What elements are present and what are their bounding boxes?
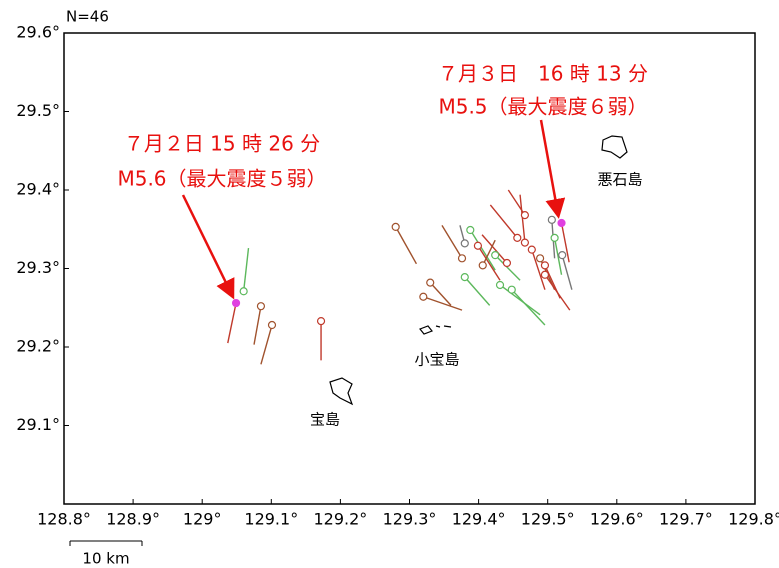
event-direction xyxy=(494,254,521,281)
event-direction xyxy=(260,324,273,365)
epicenter xyxy=(513,233,522,242)
epicenter xyxy=(316,316,326,326)
x-tick-label: 129.2° xyxy=(313,510,367,529)
epicenter xyxy=(527,245,536,254)
y-tick-label: 29.3° xyxy=(16,258,60,277)
event-direction xyxy=(253,306,262,345)
epicenter xyxy=(520,211,529,220)
epicenter xyxy=(419,292,428,301)
scale-bar xyxy=(69,540,143,546)
event-direction xyxy=(511,289,546,326)
epicenter xyxy=(491,251,500,260)
epicenter xyxy=(550,233,559,242)
event-direction xyxy=(519,194,526,243)
event-direction xyxy=(507,189,526,216)
island-outline xyxy=(329,377,354,406)
x-tick-label: 128.9° xyxy=(106,510,160,529)
island-label: 悪石島 xyxy=(597,171,642,189)
event-direction xyxy=(482,239,496,266)
y-tick-label: 29.2° xyxy=(16,337,60,356)
epicenter xyxy=(547,215,556,224)
event-direction xyxy=(489,204,518,239)
plot-frame xyxy=(63,32,756,505)
y-tick-label: 29.1° xyxy=(16,415,60,434)
event-direction xyxy=(441,224,463,259)
arrow xyxy=(539,119,566,219)
island-outline xyxy=(601,135,628,159)
x-tick-label: 129° xyxy=(183,510,222,529)
epicenter xyxy=(473,241,483,250)
event-direction xyxy=(464,276,491,306)
epicenter xyxy=(495,280,505,290)
annotation: ７月３日 16 時 13 分 xyxy=(438,62,648,86)
y-tick-label: 29.6° xyxy=(16,23,60,42)
event-direction xyxy=(531,249,546,290)
epicenter xyxy=(540,270,550,279)
epicenter xyxy=(267,320,277,330)
epicenter xyxy=(502,258,512,268)
x-tick-label: 129.4° xyxy=(452,510,506,529)
event-direction xyxy=(561,254,573,290)
event-direction xyxy=(481,234,508,264)
y-tick-label: 29.4° xyxy=(16,180,60,199)
x-tick-label: 129.1° xyxy=(244,510,298,529)
x-tick-label: 129.6° xyxy=(590,510,644,529)
event-direction xyxy=(469,229,496,271)
event-direction xyxy=(227,302,237,344)
event-direction xyxy=(560,222,570,263)
annotation: ７月２日 15 時 26 分 xyxy=(124,132,320,156)
event-direction xyxy=(242,248,250,292)
epicenter xyxy=(460,273,469,282)
x-tick-label: 129.5° xyxy=(521,510,575,529)
annotation: M5.6（最大震度５弱） xyxy=(117,167,326,191)
x-tick-label: 129.7° xyxy=(659,510,713,529)
epicenter xyxy=(457,254,467,263)
epicenter xyxy=(520,238,529,247)
epicenter xyxy=(391,222,400,231)
epicenter xyxy=(466,225,475,235)
island-label: 小宝島 xyxy=(414,351,459,369)
event-direction xyxy=(544,274,571,311)
epicenter xyxy=(231,298,241,308)
event-direction xyxy=(395,226,418,265)
count-label: N=46 xyxy=(66,8,109,26)
epicenter xyxy=(460,239,469,248)
epicenter xyxy=(507,285,516,294)
epicenter xyxy=(557,218,566,228)
event-direction xyxy=(423,296,463,311)
event-direction xyxy=(553,237,563,275)
island-label: 宝島 xyxy=(310,411,340,429)
event-direction xyxy=(477,245,501,281)
epicenter xyxy=(426,278,435,287)
scale-label: 10 km xyxy=(82,550,129,568)
event-direction xyxy=(429,282,452,306)
annotation: M5.5（最大震度６弱） xyxy=(438,95,647,119)
epicenter xyxy=(239,287,248,296)
x-tick-label: 129.8° xyxy=(728,510,779,529)
x-tick-label: 129.3° xyxy=(383,510,437,529)
x-tick-label: 128.8° xyxy=(37,510,91,529)
island-outline xyxy=(419,325,452,335)
event-direction xyxy=(499,284,541,316)
epicenter xyxy=(540,261,550,270)
y-tick-label: 29.5° xyxy=(16,101,60,120)
epicenter xyxy=(558,251,567,260)
epicenter xyxy=(535,254,545,263)
arrow xyxy=(181,194,235,300)
epicenter xyxy=(256,302,266,311)
epicenter xyxy=(478,261,487,270)
